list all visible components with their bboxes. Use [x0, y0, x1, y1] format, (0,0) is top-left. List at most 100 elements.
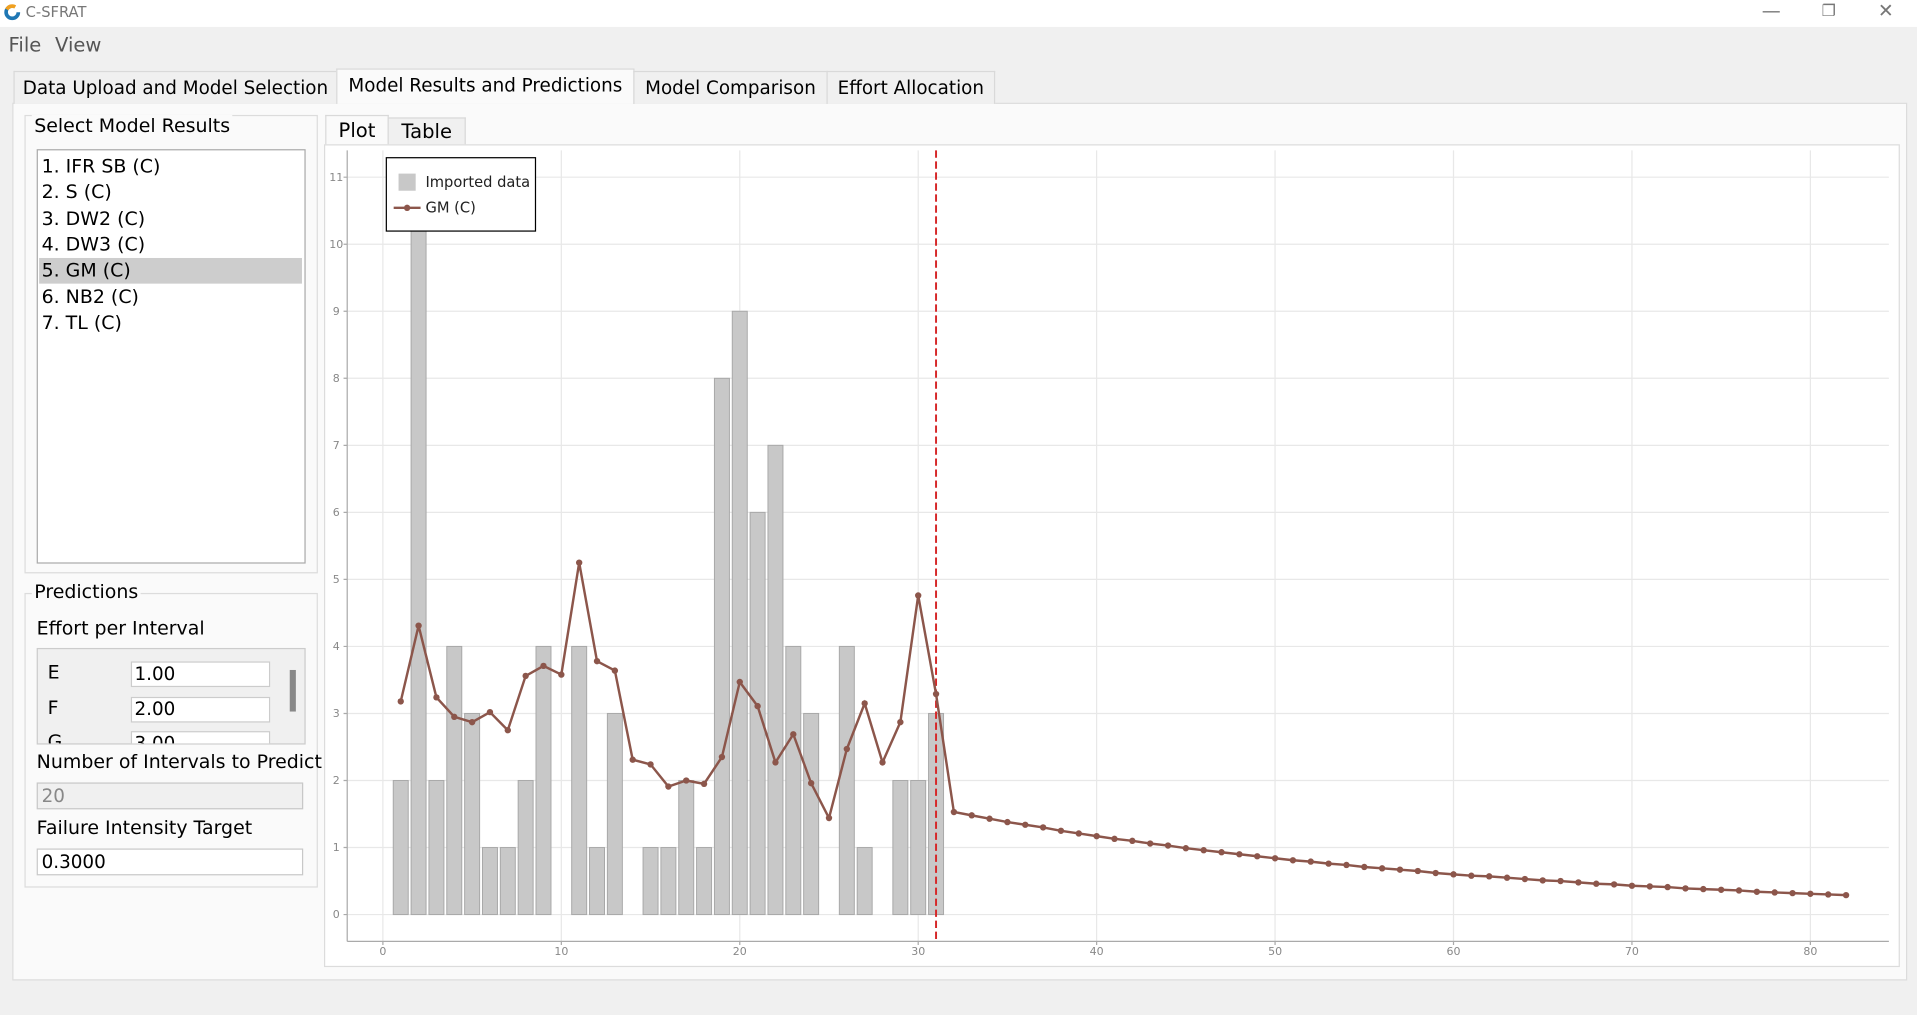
- list-item[interactable]: 7. TL (C): [41, 311, 122, 334]
- point: [932, 690, 940, 698]
- intervals-input[interactable]: 20: [36, 782, 304, 810]
- group-title: Predictions: [31, 580, 141, 603]
- point: [1807, 890, 1814, 897]
- tab[interactable]: Model Comparison: [633, 70, 828, 104]
- tab[interactable]: Effort Allocation: [826, 70, 996, 104]
- y-tick-label: 11: [329, 171, 343, 184]
- point: [1753, 888, 1761, 895]
- point: [504, 727, 511, 734]
- scrollbar[interactable]: [289, 669, 296, 712]
- bar: [535, 645, 552, 916]
- label: Failure Intensity Target: [36, 816, 253, 839]
- tab[interactable]: Data Upload and Model Selection: [13, 70, 338, 104]
- y-tick-label: 4: [333, 640, 340, 653]
- point: [1414, 867, 1421, 875]
- list-item[interactable]: 1. IFR SB (C): [41, 155, 161, 178]
- point: [1289, 857, 1297, 864]
- bar: [803, 712, 820, 916]
- effort-input[interactable]: 2.00: [130, 696, 271, 722]
- effort-input[interactable]: 1.00: [130, 661, 271, 688]
- list-item[interactable]: 5. GM (C): [39, 258, 302, 284]
- list-item[interactable]: 3. DW2 (C): [41, 207, 146, 230]
- point: [1254, 853, 1261, 860]
- point: [861, 700, 868, 707]
- point: [1236, 851, 1243, 858]
- bar: [856, 847, 873, 916]
- x-tick-label: 70: [1625, 945, 1639, 958]
- bar: [517, 780, 534, 916]
- list-item[interactable]: 6. NB2 (C): [41, 285, 139, 308]
- point: [1789, 889, 1796, 897]
- y-tick-label: 1: [333, 841, 340, 854]
- bar: [464, 712, 481, 916]
- subtab[interactable]: Plot: [325, 114, 389, 146]
- bar: [892, 780, 909, 916]
- point: [1218, 849, 1225, 856]
- list-item[interactable]: 2. S (C): [41, 181, 112, 204]
- point: [968, 812, 975, 819]
- point: [1361, 863, 1368, 871]
- y-tick-label: 5: [333, 573, 340, 586]
- list-item[interactable]: 4. DW3 (C): [41, 233, 146, 256]
- input-value: 1.00: [134, 662, 176, 685]
- menu-item[interactable]: File: [8, 33, 42, 57]
- point: [575, 559, 583, 566]
- point: [611, 667, 619, 674]
- point: [558, 671, 565, 678]
- subtab[interactable]: Table: [387, 117, 466, 146]
- point: [1539, 877, 1546, 884]
- point: [1735, 887, 1743, 894]
- menu-item[interactable]: View: [55, 33, 102, 57]
- point: [807, 780, 815, 787]
- x-tick-label: 50: [1268, 945, 1282, 958]
- y-tick-label: 3: [333, 707, 340, 720]
- bar: [910, 780, 927, 916]
- legend-label: Imported data: [425, 174, 530, 191]
- y-tick-label: 8: [333, 372, 340, 385]
- point: [1646, 883, 1653, 890]
- point: [1325, 860, 1332, 867]
- bar: [713, 377, 730, 916]
- bar: [499, 847, 516, 916]
- bar: [785, 645, 802, 916]
- point: [593, 658, 601, 665]
- point: [1700, 885, 1707, 893]
- input-value: 20: [41, 784, 65, 807]
- bar: [589, 847, 606, 916]
- point: [683, 777, 690, 784]
- minimize-button[interactable]: —: [1761, 0, 1781, 23]
- point: [1146, 840, 1154, 847]
- y-tick-label: 0: [333, 908, 340, 921]
- bar: [410, 176, 427, 916]
- point: [1343, 861, 1350, 869]
- point: [1825, 891, 1832, 898]
- point: [736, 678, 743, 686]
- point: [1396, 866, 1404, 873]
- point: [1004, 818, 1011, 826]
- point: [1771, 889, 1778, 896]
- effort-input[interactable]: 3.00: [130, 731, 271, 744]
- bar: [481, 847, 498, 916]
- y-tick-label: 2: [333, 774, 340, 787]
- point: [486, 708, 494, 716]
- legend-label: GM (C): [425, 200, 475, 217]
- target-input[interactable]: 0.3000: [36, 848, 304, 876]
- x-tick-label: 10: [554, 945, 568, 958]
- point: [1111, 835, 1118, 843]
- close-button[interactable]: ✕: [1877, 0, 1894, 23]
- point: [950, 808, 958, 816]
- bar: [696, 847, 713, 916]
- point: [1200, 847, 1207, 854]
- bar: [428, 780, 445, 916]
- restore-button[interactable]: ❐: [1821, 2, 1836, 21]
- point: [1164, 842, 1172, 849]
- tab[interactable]: Model Results and Predictions: [336, 68, 635, 104]
- bar: [446, 645, 463, 916]
- bar: [660, 847, 677, 916]
- legend-swatch: [403, 204, 411, 212]
- effort-label: E: [47, 661, 60, 684]
- point: [1575, 879, 1582, 886]
- label: Number of Intervals to Predict: [36, 750, 322, 773]
- point: [1039, 824, 1047, 831]
